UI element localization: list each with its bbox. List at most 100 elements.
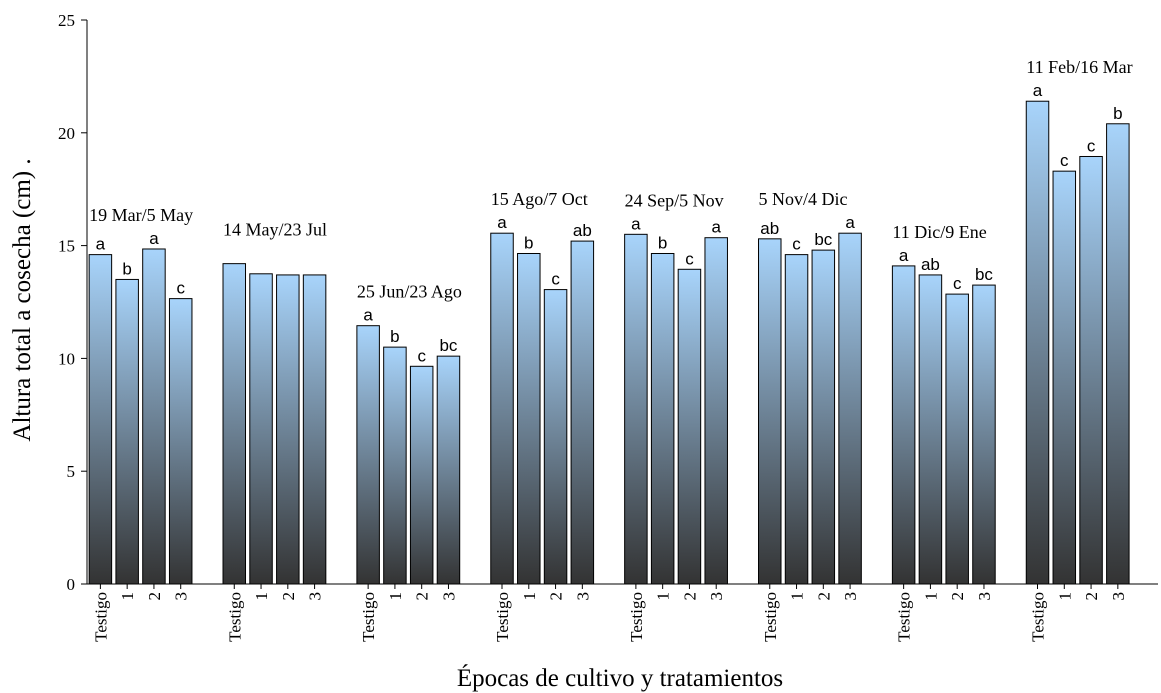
bar [249, 273, 273, 585]
bar [490, 232, 514, 585]
bar [276, 274, 300, 585]
y-tick-label: 20 [58, 124, 75, 143]
y-tick-label: 15 [58, 237, 75, 256]
group-label: 14 May/23 Jul [223, 220, 327, 240]
significance-label: c [953, 274, 962, 293]
x-axis-title: Épocas de cultivo y tratamientos [457, 664, 783, 692]
bar [222, 263, 247, 585]
x-tick-label: 1 [654, 592, 673, 601]
bar [677, 268, 702, 585]
significance-label: c [1060, 151, 1069, 170]
bar [972, 284, 996, 585]
x-tick-label: Testigo [493, 592, 512, 642]
bar [115, 278, 139, 585]
significance-label: bc [975, 265, 993, 284]
bar [838, 232, 862, 585]
significance-label: a [899, 246, 909, 265]
x-tick-label: 2 [814, 592, 833, 601]
group-label: 24 Sep/5 Nov [625, 190, 724, 210]
x-tick-label: 3 [841, 592, 860, 601]
bar [302, 274, 327, 585]
significance-label: b [524, 233, 533, 252]
bar [409, 365, 434, 585]
y-tick-label: 10 [58, 349, 75, 368]
significance-label: b [390, 327, 399, 346]
bar [1052, 170, 1077, 585]
significance-label: b [122, 259, 131, 278]
x-tick-label: 1 [386, 592, 405, 601]
bar [88, 254, 113, 585]
x-tick-label: 2 [680, 592, 699, 601]
bar [168, 298, 193, 585]
bar [758, 238, 782, 585]
group-label: 5 Nov/4 Dic [759, 189, 848, 209]
bar [784, 254, 809, 585]
x-tick-label: 3 [573, 592, 592, 601]
x-tick-label: 3 [975, 592, 994, 601]
group-label: 11 Feb/16 Mar [1026, 57, 1132, 77]
x-tick-label: Testigo [627, 592, 646, 642]
significance-label: b [658, 233, 667, 252]
significance-label: c [792, 235, 801, 254]
significance-label: c [1087, 136, 1096, 155]
x-tick-label: 1 [118, 592, 137, 601]
x-tick-label: Testigo [895, 592, 914, 642]
significance-label: a [845, 213, 855, 232]
bar [436, 355, 461, 585]
significance-label: a [149, 229, 159, 248]
significance-label: ab [573, 221, 592, 240]
x-tick-label: 2 [413, 592, 432, 601]
significance-label: bc [439, 336, 457, 355]
bar [1079, 155, 1103, 585]
bar [543, 289, 568, 585]
x-tick-label: Testigo [1029, 592, 1048, 642]
x-tick-label: 1 [788, 592, 807, 601]
y-axis-title: Altura total a cosecha (cm) . [9, 158, 36, 441]
bar [918, 274, 943, 585]
group-label: 15 Ago/7 Oct [491, 189, 588, 209]
significance-label: ab [921, 255, 940, 274]
x-tick-label: Testigo [359, 592, 378, 642]
significance-label: c [176, 279, 185, 298]
significance-label: a [363, 306, 373, 325]
x-tick-label: Testigo [761, 592, 780, 642]
bar [650, 252, 675, 585]
significance-label: c [685, 249, 694, 268]
bar [383, 346, 407, 585]
significance-label: bc [814, 230, 832, 249]
significance-label: b [1113, 104, 1122, 123]
significance-label: a [497, 213, 507, 232]
x-tick-label: 1 [1055, 592, 1074, 601]
x-tick-label: 3 [306, 592, 325, 601]
bar [142, 248, 166, 585]
x-tick-label: 1 [921, 592, 940, 601]
x-tick-label: 2 [279, 592, 298, 601]
x-tick-label: 3 [172, 592, 191, 601]
y-tick-label: 0 [67, 575, 76, 594]
x-tick-label: Testigo [225, 592, 244, 642]
x-tick-label: 3 [707, 592, 726, 601]
x-tick-label: Testigo [91, 592, 110, 642]
bars-layer [88, 100, 1130, 585]
x-tick-label: 1 [252, 592, 271, 601]
bar [811, 249, 836, 585]
significance-label: ab [760, 219, 779, 238]
significance-label: a [711, 218, 721, 237]
bar [624, 233, 648, 585]
significance-label: c [417, 346, 426, 365]
bar [1025, 100, 1050, 585]
group-label: 11 Dic/9 Ene [892, 222, 986, 242]
x-tick-label: 3 [1109, 592, 1128, 601]
bar [891, 265, 916, 585]
x-tick-label: 1 [520, 592, 539, 601]
bar [517, 252, 541, 585]
x-tick-label: 2 [1082, 592, 1101, 601]
x-tick-label: 3 [439, 592, 458, 601]
bar [356, 325, 380, 585]
y-tick-label: 5 [67, 462, 76, 481]
bar [945, 293, 969, 585]
x-tick-label: 2 [948, 592, 967, 601]
group-label: 19 Mar/5 May [89, 205, 193, 225]
